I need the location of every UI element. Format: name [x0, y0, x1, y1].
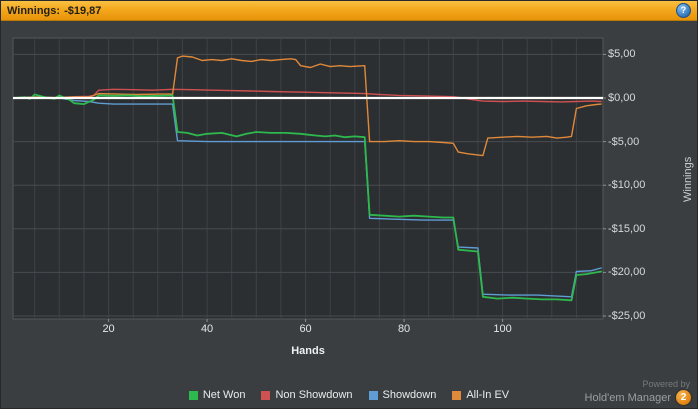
plot-area	[12, 37, 604, 320]
x-tick-label: 20	[102, 323, 115, 335]
series-line-showdown	[14, 96, 602, 298]
titlebar: Winnings: -$19,87 ?	[1, 1, 697, 21]
winnings-value: -$19,87	[64, 4, 102, 17]
legend-swatch-icon	[368, 390, 378, 400]
y-axis-title: Winnings	[682, 156, 694, 202]
x-tick-label: 100	[493, 323, 512, 335]
legend-label: Net Won	[202, 389, 246, 401]
x-tick-label: 80	[397, 323, 411, 335]
y-tick-label: -$5,00	[608, 135, 640, 148]
brand-name: Hold'em Manager	[584, 391, 671, 404]
legend-label: Non Showdown	[275, 389, 353, 401]
y-tick-label: -$10,00	[608, 179, 646, 192]
series-line-net-won	[14, 93, 602, 302]
y-tick-label: $5,00	[608, 48, 636, 61]
legend-label: Showdown	[382, 389, 437, 401]
x-tick-label: 60	[299, 323, 312, 335]
y-tick-label: -$25,00	[608, 310, 646, 322]
x-axis-title: Hands	[291, 345, 325, 357]
brand-badge-icon: 2	[676, 390, 691, 405]
legend-label: All-In EV	[466, 389, 510, 401]
y-tick-label: $0,00	[608, 92, 636, 104]
legend-item-non-showdown: Non Showdown	[261, 389, 353, 401]
winnings-label: Winnings:	[7, 4, 61, 17]
help-icon[interactable]: ?	[676, 3, 691, 18]
legend-item-showdown: Showdown	[368, 389, 437, 401]
legend-swatch-icon	[261, 390, 271, 400]
legend-swatch-icon	[452, 390, 462, 400]
branding: Powered by Hold'em Manager 2	[585, 379, 691, 405]
series-line-non-showdown	[14, 88, 602, 103]
legend-item-all-in-ev: All-In EV	[452, 389, 509, 401]
winnings-summary: Winnings: -$19,87	[7, 5, 101, 17]
y-tick-label: -$15,00	[608, 222, 646, 235]
y-tick-label: -$20,00	[608, 266, 646, 279]
x-tick-label: 40	[200, 323, 214, 335]
legend-item-net-won: Net Won	[188, 389, 246, 401]
legend: Net Won Non Showdown Showdown All-In EV	[1, 389, 697, 401]
powered-by-label: Powered by	[642, 379, 690, 389]
series-line-all-in-ev	[14, 55, 602, 157]
legend-swatch-icon	[188, 390, 198, 400]
